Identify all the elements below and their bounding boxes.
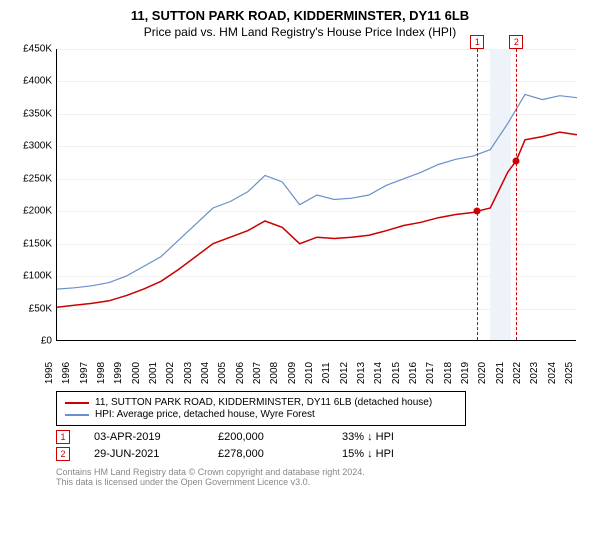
x-tick-label: 2025 — [564, 362, 588, 384]
series-property — [57, 132, 577, 307]
data-point — [513, 157, 520, 164]
marker-box: 2 — [509, 35, 523, 49]
data-point — [474, 208, 481, 215]
marker-vline — [516, 49, 517, 340]
marker-box: 1 — [470, 35, 484, 49]
tx-delta-2: 15% ↓ HPI — [342, 448, 442, 460]
transaction-rows: 1 03-APR-2019 £200,000 33% ↓ HPI 2 29-JU… — [56, 430, 586, 461]
legend: 11, SUTTON PARK ROAD, KIDDERMINSTER, DY1… — [56, 391, 466, 426]
chart-subtitle: Price paid vs. HM Land Registry's House … — [14, 25, 586, 39]
y-tick-label: £300K — [14, 141, 52, 152]
legend-label-property: 11, SUTTON PARK ROAD, KIDDERMINSTER, DY1… — [95, 397, 432, 408]
y-tick-label: £400K — [14, 76, 52, 87]
footer-attribution: Contains HM Land Registry data © Crown c… — [56, 467, 586, 487]
marker-vline — [477, 49, 478, 340]
tx-marker-1: 1 — [56, 430, 70, 444]
chart-area: £0 £50K £100K £150K £200K £250K £300K £350K £400… — [14, 45, 586, 385]
y-tick-label: £150K — [14, 238, 52, 249]
chart-title: 11, SUTTON PARK ROAD, KIDDERMINSTER, DY1… — [14, 8, 586, 23]
y-tick-label: £450K — [14, 44, 52, 55]
series-svg — [57, 49, 577, 341]
legend-swatch-hpi — [65, 414, 89, 416]
tx-delta-1: 33% ↓ HPI — [342, 431, 442, 443]
legend-swatch-property — [65, 402, 89, 404]
tx-price-1: £200,000 — [218, 431, 318, 443]
tx-marker-2: 2 — [56, 447, 70, 461]
y-tick-label: £0 — [14, 336, 52, 347]
legend-label-hpi: HPI: Average price, detached house, Wyre… — [95, 409, 315, 420]
y-tick-label: £50K — [14, 303, 52, 314]
y-tick-label: £200K — [14, 206, 52, 217]
y-tick-label: £250K — [14, 173, 52, 184]
tx-date-2: 29-JUN-2021 — [94, 448, 194, 460]
y-tick-label: £350K — [14, 108, 52, 119]
plot-area: 12 — [56, 49, 576, 341]
tx-price-2: £278,000 — [218, 448, 318, 460]
y-tick-label: £100K — [14, 271, 52, 282]
tx-date-1: 03-APR-2019 — [94, 431, 194, 443]
